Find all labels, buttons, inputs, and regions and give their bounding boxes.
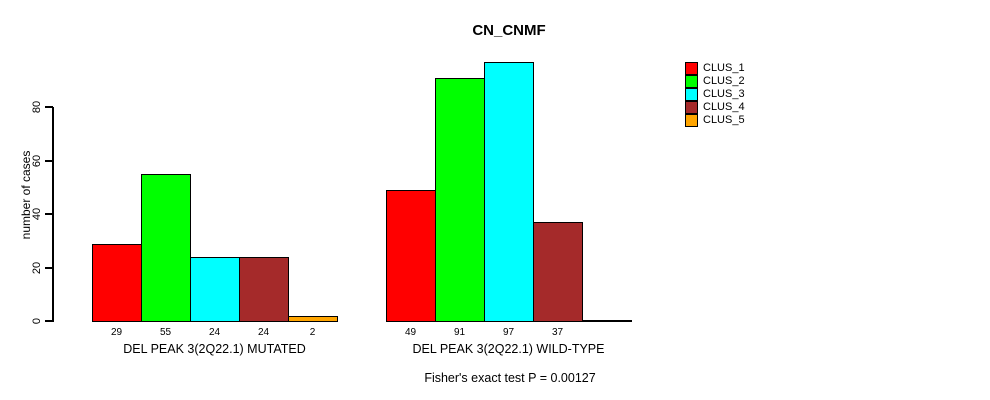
legend-row-CLUS_5: CLUS_5 xyxy=(685,114,745,127)
bar-value-label: 49 xyxy=(404,327,417,338)
y-tick-mark xyxy=(45,213,53,216)
bar-value-label: 55 xyxy=(159,327,172,338)
bar-CLUS_5-2-zero xyxy=(582,320,632,322)
group-axis-label: DEL PEAK 3(2Q22.1) MUTATED xyxy=(123,342,306,356)
group-axis-label: DEL PEAK 3(2Q22.1) WILD-TYPE xyxy=(412,342,605,356)
legend-swatch-icon xyxy=(685,75,698,88)
bar-value-label: 24 xyxy=(257,327,270,338)
bar-CLUS_2-2 xyxy=(435,78,485,322)
y-tick-label: 60 xyxy=(31,154,43,167)
y-tick-mark xyxy=(45,106,53,109)
y-tick-label: 80 xyxy=(31,101,43,114)
y-tick-mark xyxy=(45,266,53,269)
y-tick-mark xyxy=(45,159,53,162)
bar-CLUS_4-2 xyxy=(533,222,583,322)
bar-value-label: 97 xyxy=(502,327,515,338)
bar-CLUS_1-1 xyxy=(92,244,142,322)
bar-CLUS_3-1 xyxy=(190,257,240,322)
y-tick-label: 40 xyxy=(31,208,43,221)
legend-label: CLUS_2 xyxy=(703,75,745,87)
bar-value-label: 24 xyxy=(208,327,221,338)
legend-label: CLUS_5 xyxy=(703,114,745,126)
bar-CLUS_1-2 xyxy=(386,190,436,322)
legend-label: CLUS_1 xyxy=(703,62,745,74)
y-tick-label: 20 xyxy=(31,261,43,274)
bar-value-label: 91 xyxy=(453,327,466,338)
bar-CLUS_3-2 xyxy=(484,62,534,322)
y-axis-line xyxy=(52,107,54,322)
bar-CLUS_2-1 xyxy=(141,174,191,322)
legend: CLUS_1 CLUS_2 CLUS_3 CLUS_4 CLUS_5 xyxy=(685,62,745,127)
bar-CLUS_4-1 xyxy=(239,257,289,322)
bar-CLUS_5-1 xyxy=(288,316,338,322)
legend-label: CLUS_3 xyxy=(703,88,745,100)
legend-row-CLUS_1: CLUS_1 xyxy=(685,62,745,75)
legend-row-CLUS_4: CLUS_4 xyxy=(685,101,745,114)
y-tick-label: 0 xyxy=(31,317,43,325)
legend-swatch-icon xyxy=(685,101,698,114)
chart-title: CN_CNMF xyxy=(472,22,546,39)
bar-value-label: 2 xyxy=(309,327,316,338)
fisher-test-annotation: Fisher's exact test P = 0.00127 xyxy=(424,371,596,385)
legend-swatch-icon xyxy=(685,114,698,127)
legend-swatch-icon xyxy=(685,88,698,101)
legend-label: CLUS_4 xyxy=(703,101,745,113)
legend-row-CLUS_3: CLUS_3 xyxy=(685,88,745,101)
legend-row-CLUS_2: CLUS_2 xyxy=(685,75,745,88)
legend-swatch-icon xyxy=(685,62,698,75)
bar-value-label: 37 xyxy=(551,327,564,338)
y-tick-mark xyxy=(45,320,53,322)
bar-value-label: 29 xyxy=(110,327,123,338)
